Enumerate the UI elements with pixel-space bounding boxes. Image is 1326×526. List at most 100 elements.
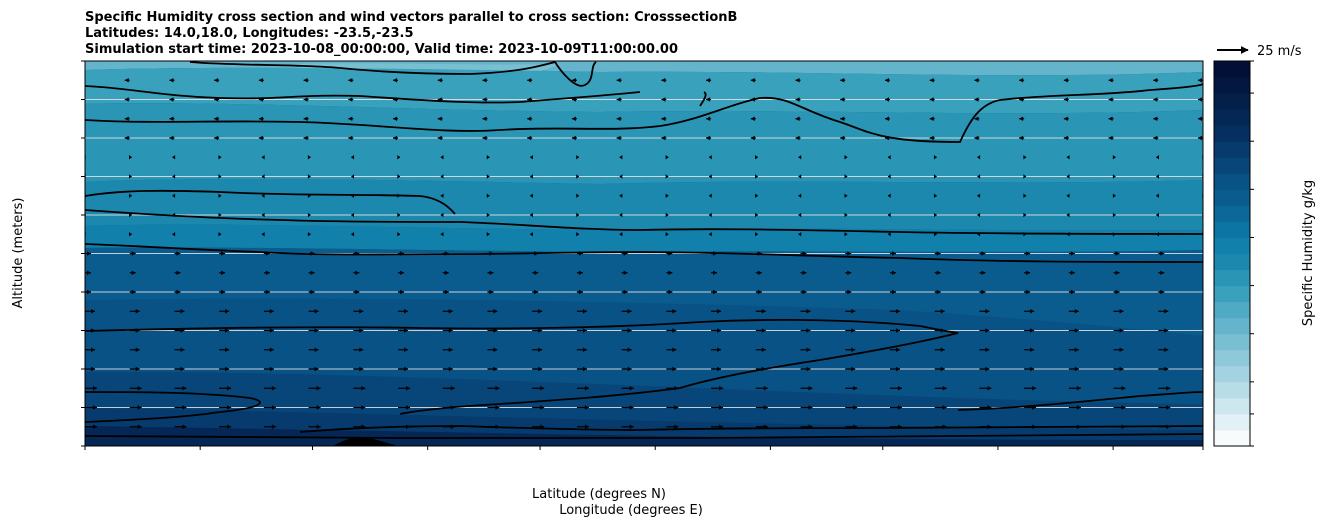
wind-vector-head [929,135,934,141]
wind-vector-head [393,135,398,141]
wind-vector-head [310,289,315,295]
wind-vector-head [798,174,802,179]
wind-vector-head [974,135,979,141]
wind-vector-head [1108,78,1113,83]
wind-vector-head [404,328,409,333]
wind-vector-head [225,309,230,314]
wind-vector-head [627,366,632,372]
wind-vector-head [227,386,232,391]
wind-vector-head [1156,174,1159,179]
wind-vector-head [1023,155,1027,160]
wind-vector-head [936,270,941,275]
wind-vector-head [444,270,449,275]
wind-vector-head [493,347,498,352]
wind-vector-head [307,232,311,237]
wind-vector-head [527,78,532,83]
wind-vector-head [763,386,768,391]
wind-vector-head [393,116,398,121]
wind-vector-head [1019,116,1024,121]
wind-vector-head [530,155,533,160]
wind-vector-head [221,270,226,275]
wind-vector-head [180,347,185,352]
wind-vector-head [540,386,545,391]
wind-vector-head [129,174,132,179]
wind-vector-head [985,309,990,314]
wind-vector-head [750,116,755,121]
wind-vector-head [1074,328,1079,333]
wind-vector-head [137,405,142,410]
wind-vector-head [359,309,364,314]
contour-line-10 [957,391,1203,411]
wind-vector-head [225,366,230,372]
wind-vector-head [93,405,97,410]
wind-vector-head [180,309,185,314]
wind-vector-head [495,386,500,391]
wind-vector-head [974,78,979,83]
wind-vector-head [665,212,669,218]
wind-vector-head [218,174,222,179]
wind-vector-head [933,212,937,218]
wind-vector-head [93,386,97,391]
wind-vector-head [629,405,634,410]
wind-vector-head [1112,174,1116,179]
wind-vector-head [987,386,992,391]
wind-vector-head [1205,271,1209,275]
wind-vector-head [717,366,722,372]
wind-vector-head [1026,270,1031,275]
wind-vector-head [755,174,758,179]
wind-vector-head [1198,97,1202,102]
wind-vector-head [1166,386,1171,391]
x-axis-label-latitude: Latitude (degrees N) [532,487,666,502]
wind-vector-head [93,424,97,429]
colorbar [1214,61,1250,447]
wind-vector-head [582,366,587,372]
wind-vector-head [672,309,677,314]
wind-vector-head [131,251,136,256]
wind-vector-head [214,78,219,83]
wind-vector-head [440,232,444,237]
wind-vector-head [129,232,132,237]
wind-vector-head [348,135,353,141]
wind-vector-head [795,135,800,141]
wind-vector-head [225,347,230,352]
contour-line-6 [85,209,1203,235]
wind-vector-head [619,232,623,237]
wind-vector-head [450,386,455,391]
wind-vector-head [314,347,319,352]
wind-vector-head [176,251,181,256]
wind-vector-head [981,289,986,295]
wind-vector-head [891,289,896,295]
wind-vector-head [221,251,226,256]
wind-vector-head [798,212,802,218]
wind-vector-head [847,251,852,256]
wind-vector-head [1030,366,1035,372]
wind-vector-head [493,309,498,314]
wind-vector-head [316,424,321,429]
wind-vector-head [616,97,621,102]
wind-vector-head [180,366,185,372]
wind-vector-head [668,270,673,275]
wind-vector-head [974,97,979,102]
wind-vector-head [584,386,589,391]
wind-vector-head [269,366,274,372]
contour-line-7 [85,243,1203,263]
wind-vector-head [672,347,677,352]
wind-vector-head [182,386,187,391]
wind-vector-head [182,424,187,429]
wind-vector-head [91,347,95,352]
wind-vector-head [538,366,543,372]
wind-vector-head [131,289,136,295]
wind-vector-head [1205,290,1209,294]
colorbar-segment-8 [1214,301,1250,319]
wind-vector-head [761,309,766,314]
wind-vector-head [1063,97,1068,102]
wind-vector-head [87,270,91,275]
wind-vector-head [406,386,411,391]
wind-vector-head [530,174,533,179]
wind-vector-head [261,193,265,198]
contour-line-1 [554,61,597,87]
wind-vector-head [1205,251,1209,255]
wind-vector-head [538,328,543,333]
wind-vector-head [798,155,802,160]
wind-vector-head [1070,270,1075,275]
